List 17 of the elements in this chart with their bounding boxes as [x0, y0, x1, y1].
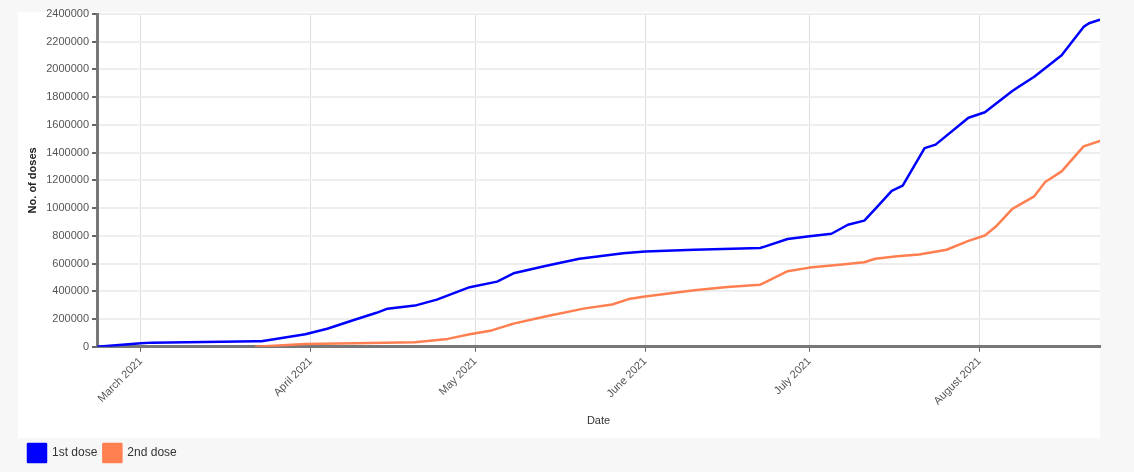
y-tick-label: 2200000: [46, 34, 90, 47]
y-tick-label: 1600000: [46, 117, 90, 130]
legend-label: 1st dose: [52, 445, 98, 460]
y-tick-label: 400000: [52, 284, 90, 297]
y-tick-label: 200000: [52, 312, 90, 325]
y-tick-label: 1800000: [46, 90, 90, 103]
y-axis-title: No. of doses: [25, 147, 38, 214]
y-tick-label: 2400000: [46, 7, 90, 20]
x-axis-title: Date: [586, 414, 611, 427]
y-tick-label: 1400000: [46, 145, 90, 158]
y-tick-label: 1000000: [46, 201, 90, 214]
legend-label: 2nd dose: [127, 445, 178, 460]
y-tick-label: 2000000: [46, 62, 90, 75]
y-tick-label: 600000: [52, 256, 90, 269]
y-tick-label: 1200000: [46, 173, 90, 186]
y-tick-label: 800000: [52, 228, 90, 241]
y-tick-label: 0: [82, 339, 90, 352]
